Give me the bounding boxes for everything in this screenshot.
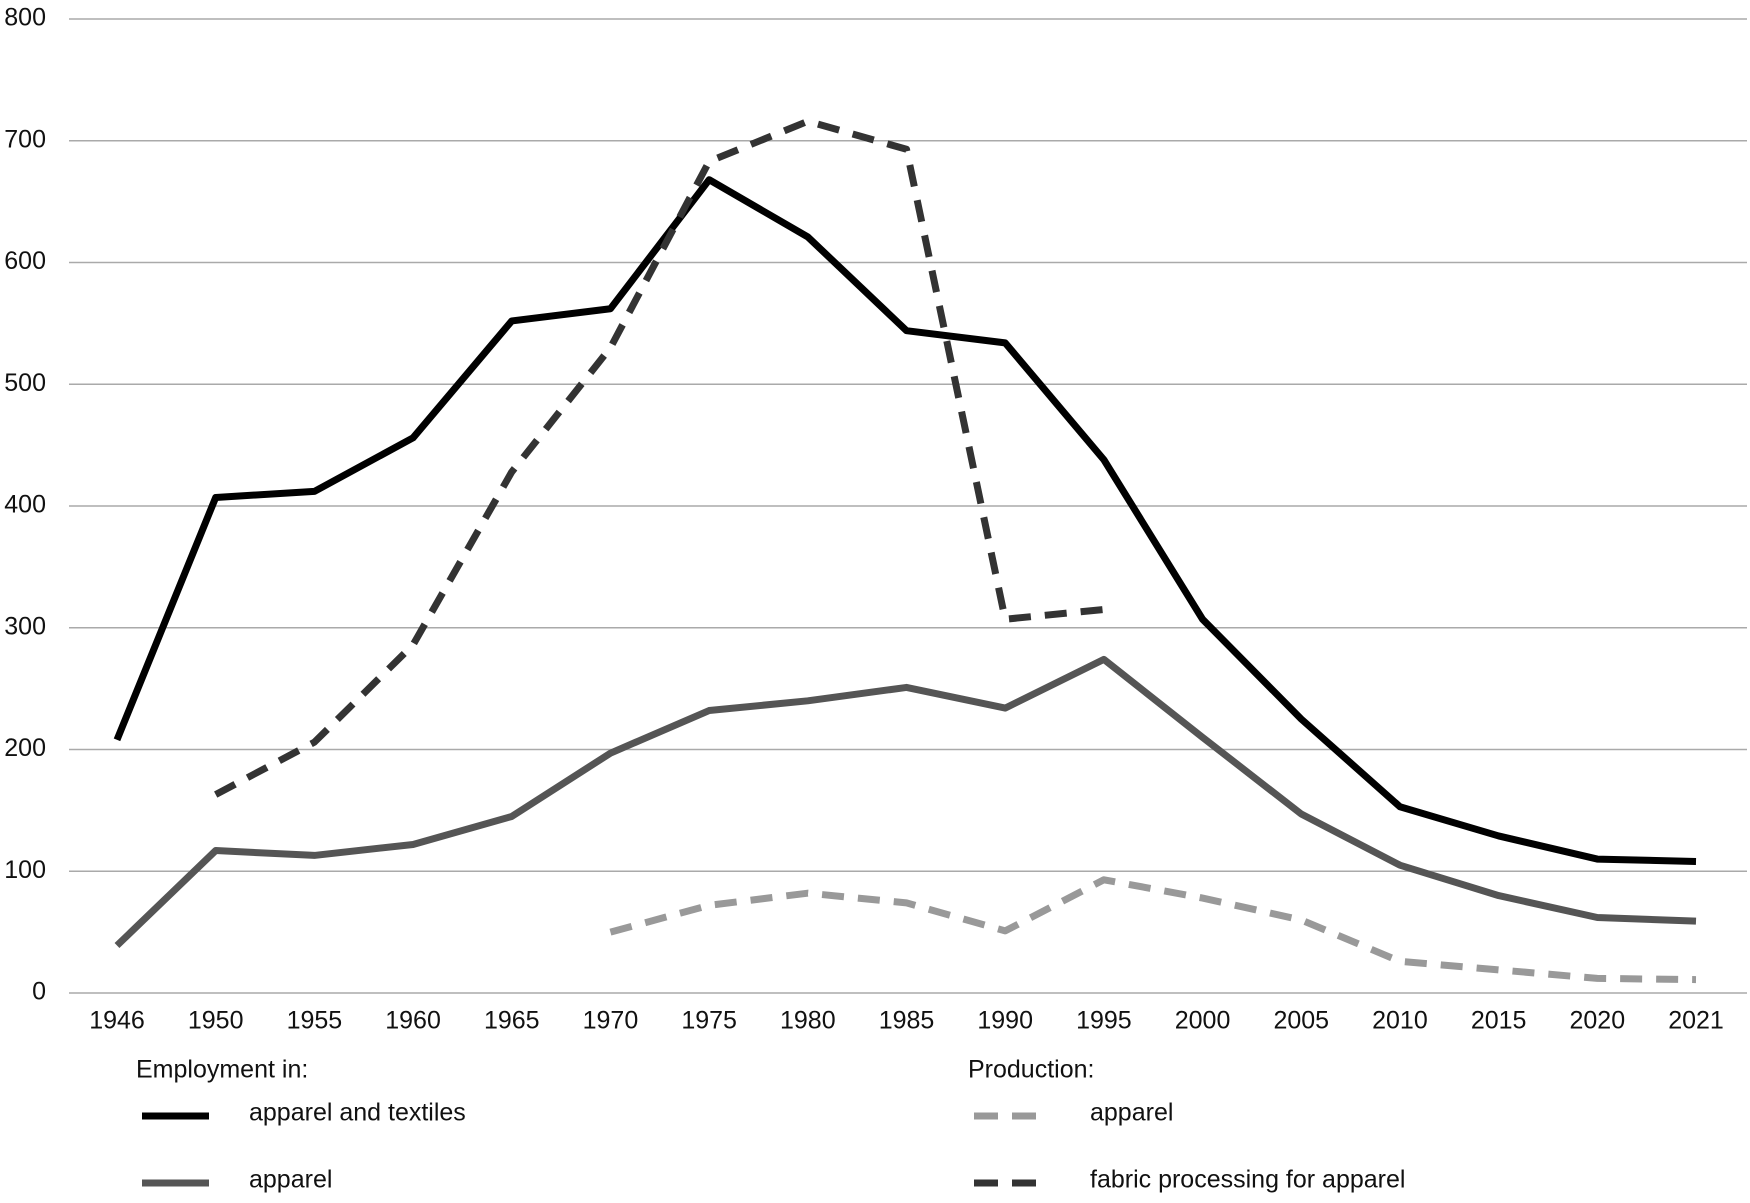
y-tick-label: 200 — [4, 734, 46, 762]
x-tick-label: 2021 — [1668, 1007, 1724, 1035]
legend-label: apparel — [1090, 1099, 1173, 1127]
y-tick-label: 600 — [4, 247, 46, 275]
y-tick-label: 800 — [4, 4, 46, 32]
legend-label: fabric processing for apparel — [1090, 1166, 1405, 1194]
x-tick-label: 1970 — [583, 1007, 639, 1035]
y-tick-label: 400 — [4, 491, 46, 519]
x-tick-label: 1990 — [977, 1007, 1033, 1035]
x-tick-label: 2005 — [1273, 1007, 1329, 1035]
series-line — [113, 176, 1697, 866]
x-tick-label: 1980 — [780, 1007, 836, 1035]
y-tick-label: 0 — [32, 978, 46, 1006]
legend-label: apparel and textiles — [249, 1099, 466, 1127]
x-tick-label: 1950 — [188, 1007, 244, 1035]
y-tick-label: 700 — [4, 125, 46, 153]
legend-label: apparel — [249, 1166, 332, 1194]
series-line — [114, 655, 1697, 949]
x-tick-label: 2010 — [1372, 1007, 1428, 1035]
x-tick-label: 1975 — [681, 1007, 737, 1035]
y-tick-label: 300 — [4, 612, 46, 640]
x-tick-label: 2000 — [1175, 1007, 1231, 1035]
x-tick-label: 1995 — [1076, 1007, 1132, 1035]
x-tick-label: 1960 — [385, 1007, 441, 1035]
x-tick-label: 1965 — [484, 1007, 540, 1035]
x-tick-label: 2015 — [1471, 1007, 1527, 1035]
series-line — [214, 117, 1105, 798]
legend-title: Production: — [968, 1056, 1094, 1084]
x-tick-label: 1946 — [89, 1007, 145, 1035]
legend-title: Employment in: — [136, 1056, 308, 1084]
y-tick-label: 100 — [4, 856, 46, 884]
y-tick-label: 500 — [4, 369, 46, 397]
x-tick-label: 1955 — [287, 1007, 343, 1035]
x-tick-label: 1985 — [879, 1007, 935, 1035]
x-tick-label: 2020 — [1570, 1007, 1626, 1035]
series-line — [609, 876, 1697, 984]
